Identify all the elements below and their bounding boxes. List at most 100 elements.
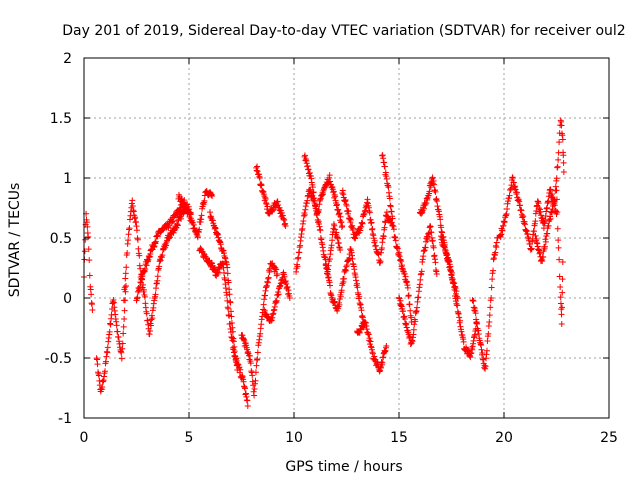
data-point <box>258 182 265 189</box>
data-point <box>86 257 93 264</box>
data-point <box>412 318 419 325</box>
data-point <box>404 284 411 291</box>
data-point <box>486 319 493 326</box>
data-point <box>381 224 388 231</box>
data-point <box>381 163 388 170</box>
data-point <box>336 301 343 308</box>
y-tick-label: 2 <box>63 51 72 67</box>
data-point <box>415 294 422 301</box>
data-point <box>224 264 231 271</box>
data-point <box>451 287 458 294</box>
data-point <box>231 348 238 355</box>
data-point <box>224 297 231 304</box>
data-point <box>390 226 397 233</box>
data-point <box>541 243 548 250</box>
data-point <box>554 163 561 170</box>
data-point <box>340 275 347 282</box>
data-point <box>126 225 133 232</box>
data-point <box>553 187 560 194</box>
data-point <box>488 284 495 291</box>
data-point <box>178 215 185 222</box>
data-point <box>430 244 437 251</box>
data-point <box>201 197 208 204</box>
data-point <box>405 292 412 299</box>
data-point <box>389 215 396 222</box>
data-point <box>186 211 193 218</box>
data-point <box>85 233 92 240</box>
data-point <box>226 291 233 298</box>
data-point <box>485 330 492 337</box>
x-tick-label: 15 <box>390 430 408 446</box>
data-point <box>556 139 563 146</box>
data-point <box>253 362 260 369</box>
data-point <box>482 363 489 370</box>
data-point <box>133 227 140 234</box>
data-point <box>432 259 439 266</box>
data-point <box>230 338 237 345</box>
data-point <box>140 286 147 293</box>
data-point <box>102 358 109 365</box>
data-point <box>532 218 539 225</box>
data-point <box>556 273 563 280</box>
data-point <box>296 249 303 256</box>
data-point <box>401 270 408 277</box>
data-point <box>366 335 373 342</box>
data-point <box>506 192 513 199</box>
data-point <box>228 313 235 320</box>
data-point <box>460 338 467 345</box>
data-point <box>251 392 258 399</box>
y-tick-label: -0.5 <box>45 351 72 367</box>
data-point <box>294 263 301 270</box>
data-point <box>244 397 251 404</box>
data-point <box>236 364 243 371</box>
data-point <box>520 213 527 220</box>
data-point <box>385 184 392 191</box>
data-point <box>559 304 566 311</box>
y-axis-label: SDTVAR / TECUs <box>7 183 23 298</box>
x-tick-label: 10 <box>285 430 303 446</box>
data-point <box>553 196 560 203</box>
data-point <box>114 328 121 335</box>
data-point <box>555 156 562 163</box>
data-point <box>547 186 554 193</box>
data-point <box>488 294 495 301</box>
data-point <box>457 317 464 324</box>
data-point <box>356 293 363 300</box>
data-point <box>429 237 436 244</box>
data-point <box>556 256 563 263</box>
data-point <box>120 330 127 337</box>
data-point <box>174 222 181 229</box>
grid <box>84 58 609 418</box>
data-point <box>429 174 436 181</box>
data-point <box>152 238 159 245</box>
data-point <box>422 244 429 251</box>
data-point <box>251 385 258 392</box>
data-point <box>513 189 520 196</box>
data-point <box>242 385 248 392</box>
data-point <box>347 216 354 223</box>
data-point <box>528 245 535 252</box>
data-point <box>264 203 271 210</box>
data-point <box>141 293 148 300</box>
data-point <box>123 264 130 271</box>
data-point <box>225 305 232 312</box>
data-point <box>143 310 150 317</box>
data-point <box>121 307 128 314</box>
data-point <box>470 297 477 304</box>
data-point <box>540 253 547 260</box>
data-point <box>273 266 280 273</box>
data-point <box>542 238 549 245</box>
data-point <box>343 202 350 209</box>
data-point <box>118 349 125 356</box>
data-point <box>329 237 336 244</box>
data-point <box>104 344 111 351</box>
data-point <box>446 258 453 265</box>
data-point <box>359 220 366 227</box>
data-point <box>335 206 342 213</box>
data-points <box>81 117 567 409</box>
data-point <box>433 197 440 204</box>
data-point <box>228 308 234 315</box>
data-point <box>315 206 322 213</box>
data-point <box>336 210 343 217</box>
